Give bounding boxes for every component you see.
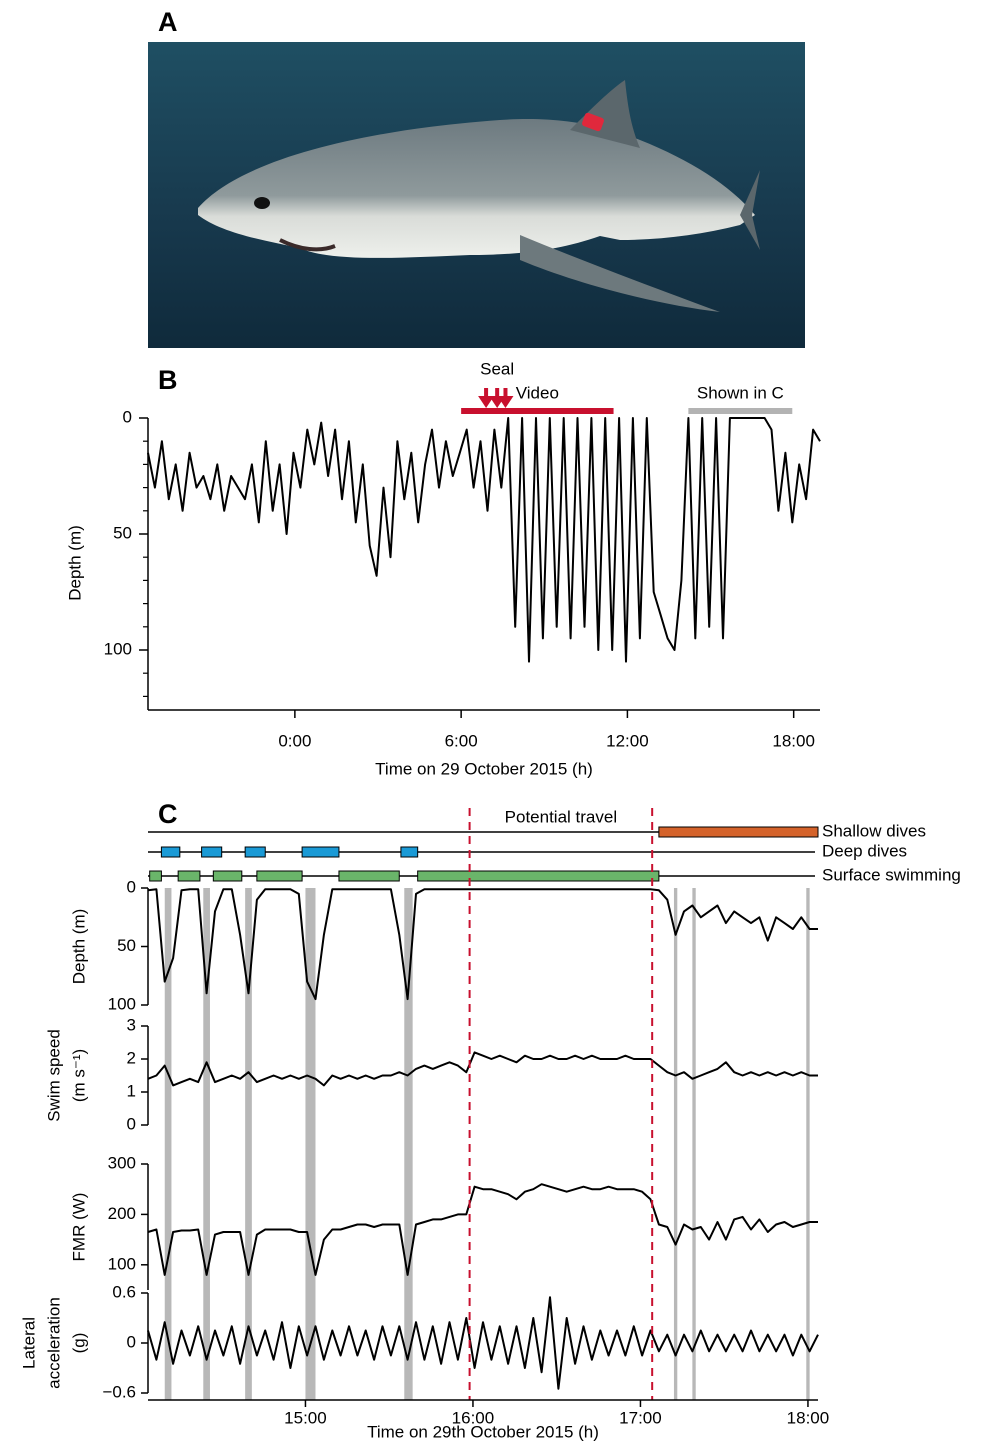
y-axis-title: Depth (m)	[69, 909, 88, 985]
dive-shading	[673, 888, 678, 1400]
behavior-label: Deep dives	[822, 841, 907, 860]
data-line	[147, 888, 818, 1001]
photo	[148, 42, 805, 348]
behavior-bar	[212, 870, 243, 882]
behavior-bar	[244, 846, 266, 858]
behavior-bar	[149, 870, 162, 882]
y-tick-label: 1	[127, 1081, 136, 1100]
annotation-bar	[461, 408, 614, 414]
x-axis-title: Time on 29th October 2015 (h)	[367, 1422, 599, 1441]
travel-label: Potential travel	[505, 807, 617, 826]
y-axis-title: Depth (m)	[65, 525, 84, 601]
behavior-bar	[338, 870, 400, 882]
dive-shading	[404, 888, 413, 1400]
behavior-bar	[400, 846, 419, 858]
y-tick-label: −0.6	[102, 1382, 136, 1401]
seal-arrow	[489, 388, 506, 408]
annotation-label: Shown in C	[697, 383, 784, 402]
panel-label: B	[158, 365, 178, 395]
behavior-bar	[160, 846, 181, 858]
behavior-bar	[201, 846, 223, 858]
x-tick-label: 16:00	[452, 1408, 495, 1427]
seal-arrow	[497, 388, 514, 408]
annotation-label: Video	[516, 383, 559, 402]
y-tick-label: 50	[117, 936, 136, 955]
y-tick-label: 0	[127, 1332, 136, 1351]
y-tick-label: 200	[108, 1204, 136, 1223]
x-tick-label: 0:00	[278, 731, 311, 750]
y-axis-title: Lateral	[19, 1317, 38, 1369]
behavior-bar	[658, 826, 819, 838]
dive-shading	[305, 888, 316, 1400]
data-line	[147, 417, 821, 663]
annotation-bar	[688, 408, 793, 414]
panel-label: C	[158, 799, 178, 829]
behavior-label: Surface swimming	[822, 865, 961, 884]
y-tick-label: 0	[127, 877, 136, 896]
panel-label: A	[158, 7, 178, 37]
x-tick-label: 18:00	[787, 1408, 830, 1427]
y-axis-title: (g)	[69, 1333, 88, 1354]
x-axis-title: Time on 29 October 2015 (h)	[375, 759, 593, 778]
y-tick-label: 0	[123, 407, 132, 426]
y-axis-title: (m s⁻¹)	[69, 1049, 88, 1102]
y-axis-title: acceleration	[44, 1297, 63, 1389]
annotation-label: Seal	[480, 359, 514, 378]
behavior-bar	[301, 846, 340, 858]
y-tick-label: 50	[113, 523, 132, 542]
y-tick-label: 100	[108, 1254, 136, 1273]
x-tick-label: 17:00	[619, 1408, 662, 1427]
x-tick-label: 15:00	[284, 1408, 327, 1427]
dive-shading	[203, 888, 210, 1400]
y-tick-label: 300	[108, 1153, 136, 1172]
y-tick-label: 0	[127, 1114, 136, 1133]
x-tick-label: 12:00	[606, 731, 649, 750]
dive-shading	[245, 888, 252, 1400]
data-line	[147, 1296, 819, 1390]
behavior-bar	[177, 870, 201, 882]
x-tick-label: 18:00	[772, 731, 815, 750]
behavior-bar	[417, 870, 660, 882]
dive-shading	[692, 888, 696, 1400]
dive-shading	[806, 888, 810, 1400]
data-line	[147, 1051, 818, 1087]
behavior-bar	[256, 870, 303, 882]
seal-arrow	[478, 388, 495, 408]
y-axis-title: Swim speed	[44, 1029, 63, 1122]
behavior-label: Shallow dives	[822, 821, 926, 840]
y-tick-label: 0.6	[112, 1282, 136, 1301]
y-axis-title: FMR (W)	[69, 1193, 88, 1262]
y-tick-label: 3	[127, 1015, 136, 1034]
y-tick-label: 100	[104, 639, 132, 658]
dive-shading	[164, 888, 172, 1400]
y-tick-label: 2	[127, 1048, 136, 1067]
y-tick-label: 100	[108, 994, 136, 1013]
data-line	[147, 1183, 818, 1276]
x-tick-label: 6:00	[445, 731, 478, 750]
